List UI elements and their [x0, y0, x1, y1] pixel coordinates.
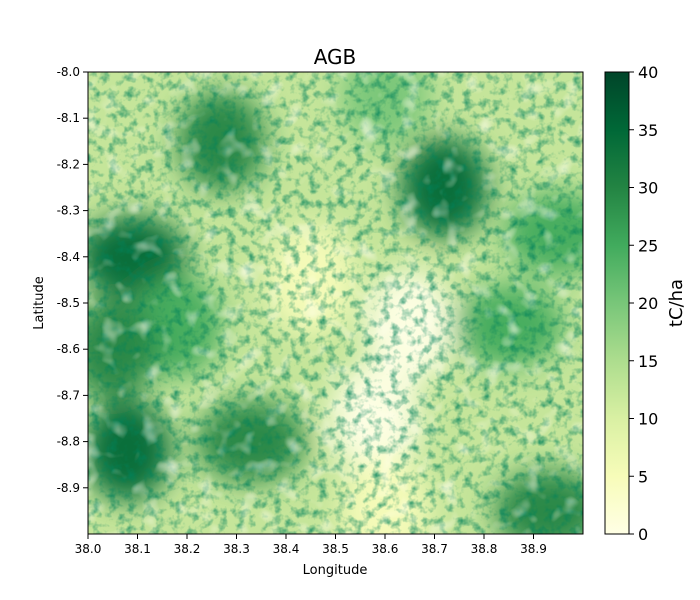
y-tick-label: -8.9 [57, 481, 80, 495]
x-tick-label: 38.0 [75, 542, 102, 556]
plot-area [88, 72, 583, 534]
y-tick-label: -8.3 [57, 204, 80, 218]
y-axis-ticks: -8.0 -8.1 -8.2 -8.3 -8.4 -8.5 -8.6 -8.7 -8.8 -8.9 [57, 65, 88, 495]
y-tick-label: -8.6 [57, 342, 80, 356]
x-axis-label: Longitude [303, 563, 368, 578]
colorbar-label: tC/ha [666, 279, 687, 327]
colorbar-tick-label: 40 [638, 63, 658, 82]
colorbar-tick-label: 35 [638, 121, 658, 140]
y-tick-label: -8.4 [57, 250, 80, 264]
colorbar-tick-label: 25 [638, 236, 658, 255]
colorbar-tick-label: 20 [638, 294, 658, 313]
x-tick-label: 38.7 [421, 542, 448, 556]
x-tick-label: 38.9 [520, 542, 547, 556]
colorbar-tick-label: 0 [638, 525, 648, 544]
colorbar-tick-label: 30 [638, 179, 658, 198]
y-tick-label: -8.8 [57, 435, 80, 449]
y-tick-label: -8.2 [57, 157, 80, 171]
texture-light [88, 72, 583, 534]
x-tick-label: 38.3 [223, 542, 250, 556]
x-tick-label: 38.8 [471, 542, 498, 556]
colorbar: 0 5 10 15 20 25 30 35 40 tC/ha [604, 63, 687, 544]
x-axis-ticks: 38.0 38.1 38.2 38.3 38.4 38.5 38.6 38.7 38.8 38.9 [75, 534, 547, 556]
colorbar-tick-label: 5 [638, 467, 648, 486]
x-tick-label: 38.5 [322, 542, 349, 556]
y-tick-label: -8.0 [57, 65, 80, 79]
colorbar-tick-label: 15 [638, 352, 658, 371]
y-axis-label: Latitude [32, 276, 47, 330]
colorbar-ticks: 0 5 10 15 20 25 30 35 40 [629, 63, 658, 544]
x-tick-label: 38.2 [174, 542, 201, 556]
colorbar-tick-label: 10 [638, 410, 658, 429]
colorbar-fill [605, 72, 629, 534]
y-tick-label: -8.1 [57, 111, 80, 125]
chart-title: AGB [314, 45, 357, 69]
x-tick-label: 38.6 [372, 542, 399, 556]
y-tick-label: -8.5 [57, 296, 80, 310]
x-tick-label: 38.4 [273, 542, 300, 556]
y-tick-label: -8.7 [57, 388, 80, 402]
x-tick-label: 38.1 [124, 542, 151, 556]
